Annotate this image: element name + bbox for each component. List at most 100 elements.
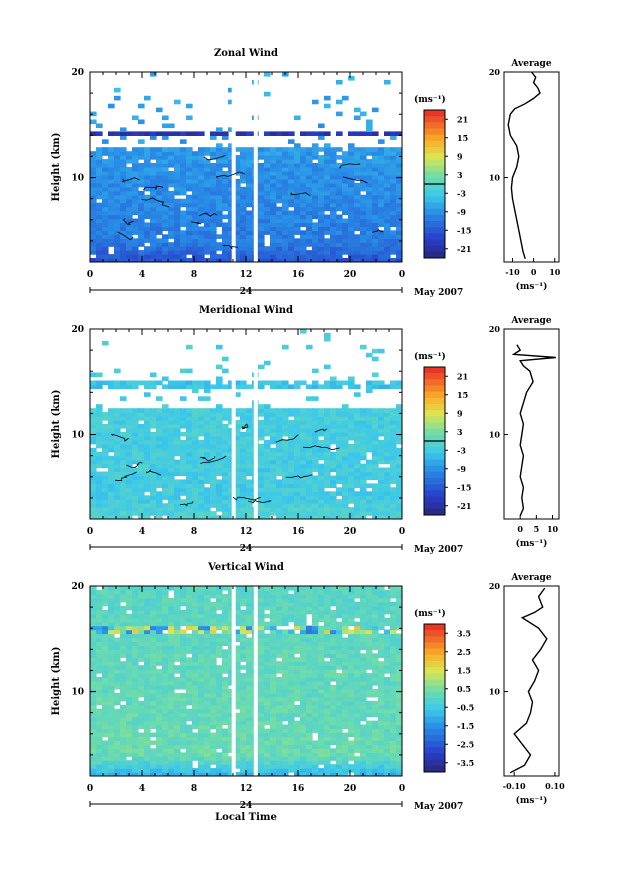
heatmap-cell bbox=[126, 443, 133, 449]
heatmap-cell bbox=[312, 242, 319, 247]
heatmap-cell bbox=[210, 768, 217, 773]
heatmap-cell bbox=[108, 688, 115, 694]
heatmap-cell bbox=[384, 254, 391, 259]
heatmap-cell bbox=[300, 720, 307, 726]
heatmap-cell bbox=[372, 428, 379, 433]
heatmap-cell bbox=[288, 151, 295, 156]
heatmap-cell bbox=[192, 511, 199, 516]
heatmap-cell bbox=[306, 483, 313, 488]
heatmap-cell bbox=[366, 700, 373, 706]
heatmap-cell bbox=[246, 768, 253, 773]
heatmap-cell bbox=[168, 764, 175, 769]
heatmap-cell bbox=[186, 159, 193, 164]
heatmap-cell bbox=[378, 210, 385, 216]
heatmap-cell bbox=[96, 167, 103, 172]
heatmap-cell bbox=[204, 507, 211, 512]
heatmap-cell bbox=[396, 503, 402, 508]
heatmap-cell bbox=[342, 190, 349, 196]
heatmap-cell bbox=[126, 665, 133, 670]
heatmap-cell bbox=[312, 451, 319, 457]
heatmap-cell bbox=[288, 475, 295, 481]
heatmap-cell bbox=[162, 455, 169, 461]
heatmap-cell bbox=[210, 151, 217, 156]
heatmap-cell bbox=[108, 408, 115, 413]
heatmap-cell bbox=[102, 673, 109, 678]
heatmap-cell bbox=[198, 772, 205, 776]
heatmap-cell bbox=[144, 174, 151, 180]
heatmap-cell bbox=[270, 159, 277, 164]
heatmap-cell bbox=[156, 408, 163, 413]
heatmap-cell bbox=[174, 463, 181, 469]
heatmap-cell bbox=[324, 692, 331, 698]
heatmap-cell bbox=[360, 673, 367, 678]
heatmap-cell bbox=[120, 515, 127, 519]
heatmap-cell bbox=[138, 712, 145, 718]
heatmap-cell bbox=[114, 214, 121, 220]
heatmap-cell bbox=[210, 653, 217, 658]
heatmap-cell bbox=[372, 151, 379, 156]
heatmap-cell bbox=[384, 495, 391, 500]
heatmap-cell bbox=[372, 171, 379, 176]
heatmap-cell bbox=[198, 475, 205, 481]
heatmap-cell bbox=[354, 384, 361, 389]
heatmap-cell bbox=[186, 696, 193, 702]
colorbar-swatch bbox=[424, 379, 445, 386]
heatmap-cell bbox=[180, 760, 187, 765]
heatmap-cell bbox=[144, 744, 151, 749]
heatmap-cell bbox=[246, 202, 253, 208]
heatmap-cell bbox=[234, 206, 241, 212]
heatmap-cell bbox=[126, 720, 133, 726]
heatmap-cell bbox=[108, 752, 115, 757]
heatmap-cell bbox=[330, 736, 337, 741]
heatmap-cell bbox=[168, 487, 175, 492]
heatmap-cell bbox=[348, 238, 355, 243]
heatmap-cell bbox=[162, 657, 169, 662]
heatmap-cell bbox=[222, 431, 229, 437]
heatmap-cell bbox=[180, 768, 187, 773]
heatmap-cell bbox=[294, 439, 301, 445]
heatmap-cell bbox=[162, 443, 169, 449]
heatmap-cell bbox=[264, 704, 271, 710]
heatmap-cell bbox=[198, 380, 205, 386]
heatmap-cell bbox=[246, 254, 253, 259]
heatmap-cell bbox=[348, 688, 355, 694]
heatmap-cell bbox=[186, 688, 193, 694]
heatmap-cell bbox=[342, 428, 349, 433]
heatmap-cell bbox=[120, 744, 127, 749]
heatmap-cell bbox=[216, 736, 223, 741]
heatmap-cell bbox=[264, 748, 271, 753]
heatmap-cell bbox=[120, 171, 127, 176]
heatmap-cell bbox=[324, 661, 331, 666]
heatmap-cell bbox=[180, 416, 187, 421]
heatmap-cell bbox=[354, 665, 361, 670]
heatmap-cell bbox=[144, 384, 151, 389]
heatmap-cell bbox=[360, 704, 367, 710]
heatmap-cell bbox=[180, 677, 187, 682]
heatmap-cell bbox=[216, 669, 223, 674]
heatmap-cell bbox=[102, 764, 109, 769]
heatmap-cell bbox=[330, 708, 337, 714]
heatmap-cell bbox=[390, 688, 397, 694]
heatmap-cell bbox=[234, 511, 241, 516]
heatmap-cell bbox=[378, 459, 385, 465]
heatmap-cell bbox=[240, 246, 247, 251]
heatmap-cell bbox=[318, 226, 325, 231]
heatmap-cell bbox=[258, 194, 265, 200]
heatmap-cell bbox=[114, 768, 121, 773]
heatmap-cell bbox=[180, 483, 187, 488]
heatmap-cell bbox=[246, 226, 253, 231]
heatmap-cell bbox=[90, 740, 97, 745]
heatmap-cell bbox=[174, 254, 181, 259]
heatmap-cell bbox=[162, 424, 169, 429]
heatmap-cell bbox=[216, 206, 223, 212]
heatmap-cell bbox=[378, 507, 385, 512]
heatmap-cell bbox=[378, 250, 385, 255]
heatmap-cell bbox=[336, 491, 343, 496]
heatmap-cell bbox=[168, 428, 175, 433]
heatmap-cell bbox=[264, 507, 271, 512]
heatmap-cell bbox=[186, 242, 193, 247]
heatmap-cell bbox=[318, 163, 325, 168]
heatmap-cell bbox=[342, 238, 349, 243]
heatmap-cell bbox=[372, 424, 379, 429]
heatmap-cell bbox=[372, 186, 379, 192]
